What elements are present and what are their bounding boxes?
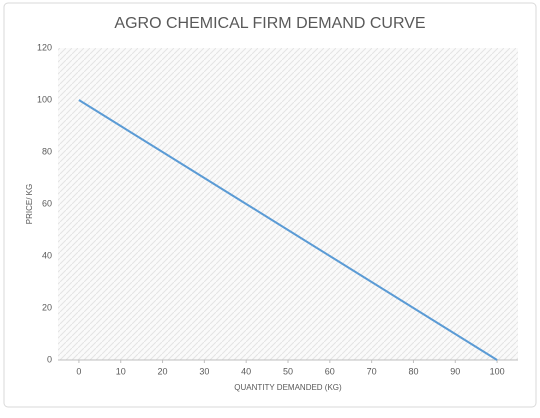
x-tick-label: 100 <box>490 366 505 376</box>
x-tick-label: 30 <box>199 366 209 376</box>
x-tick-label: 90 <box>450 366 460 376</box>
x-tick-label: 50 <box>283 366 293 376</box>
y-tick-label: 100 <box>37 94 52 104</box>
plot-area <box>58 48 518 360</box>
x-tick-label: 60 <box>325 366 335 376</box>
x-tick-label: 0 <box>76 366 81 376</box>
x-axis-title: QUANTITY DEMANDED (KG) <box>234 383 342 392</box>
y-tick-label: 40 <box>42 250 52 260</box>
x-tick-label: 40 <box>241 366 251 376</box>
y-tick-label: 120 <box>37 42 52 52</box>
x-tick-label: 10 <box>116 366 126 376</box>
x-tick-label: 80 <box>408 366 418 376</box>
x-tick-label: 70 <box>367 366 377 376</box>
chart-title: AGRO CHEMICAL FIRM DEMAND CURVE <box>114 15 425 32</box>
y-tick-label: 80 <box>42 146 52 156</box>
y-tick-label: 0 <box>47 354 52 364</box>
y-axis-title: PRICE/ KG <box>25 184 34 224</box>
line-series <box>78 99 498 361</box>
x-tick-label: 20 <box>158 366 168 376</box>
y-tick-label: 60 <box>42 198 52 208</box>
y-tick-label: 20 <box>42 302 52 312</box>
